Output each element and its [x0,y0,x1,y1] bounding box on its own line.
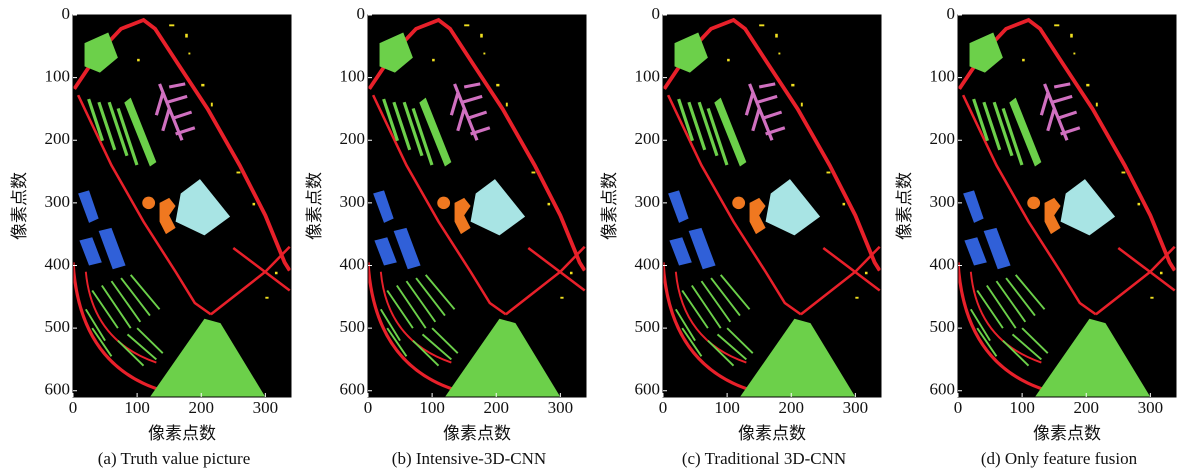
x-axis-label: 像素点数 [738,424,806,443]
y-tick-label: 300 [340,192,366,211]
classification-map [73,15,291,397]
x-tick-label: 100 [124,398,150,417]
classification-map [663,15,881,397]
x-tick-label: 300 [1138,398,1164,417]
x-tick-label: 100 [1009,398,1035,417]
y-tick-label: 600 [930,380,956,399]
classification-map [958,15,1176,397]
y-tick-label: 400 [930,254,956,273]
x-axis-label: 像素点数 [148,424,216,443]
y-tick-label: 600 [45,380,71,399]
panel-caption: (b) Intensive-3D-CNN [392,449,546,468]
y-tick-label: 400 [635,254,661,273]
y-tick-label: 500 [45,317,71,336]
x-tick-label: 200 [483,398,509,417]
y-tick-label: 200 [340,129,366,148]
x-tick-label: 0 [69,398,78,417]
x-tick-label: 200 [778,398,804,417]
panel-caption: (d) Only feature fusion [981,449,1138,468]
x-tick-label: 0 [659,398,668,417]
x-tick-label: 0 [364,398,373,417]
y-tick-label: 500 [635,317,661,336]
y-tick-label: 0 [62,4,71,23]
y-tick-label: 600 [340,380,366,399]
x-tick-label: 100 [419,398,445,417]
x-tick-label: 0 [954,398,963,417]
y-tick-label: 200 [635,129,661,148]
y-tick-label: 100 [635,67,661,86]
figure: 01002003000100200300400500600像素点数像素点数(a)… [0,0,1179,474]
y-axis-label: 像素点数 [600,172,619,240]
panel-caption: (c) Traditional 3D-CNN [682,449,846,468]
y-tick-label: 500 [930,317,956,336]
y-tick-label: 0 [357,4,366,23]
classification-map [368,15,586,397]
y-tick-label: 0 [652,4,661,23]
y-tick-label: 100 [930,67,956,86]
y-tick-label: 300 [635,192,661,211]
x-tick-label: 200 [188,398,214,417]
y-tick-label: 100 [45,67,71,86]
x-tick-label: 300 [548,398,574,417]
x-tick-label: 100 [714,398,740,417]
x-tick-label: 300 [843,398,869,417]
y-tick-label: 400 [45,254,71,273]
y-tick-label: 500 [340,317,366,336]
y-tick-label: 300 [930,192,956,211]
y-axis-label: 像素点数 [305,172,324,240]
x-axis-label: 像素点数 [443,424,511,443]
x-axis-label: 像素点数 [1033,424,1101,443]
y-tick-label: 200 [930,129,956,148]
x-tick-label: 200 [1073,398,1099,417]
y-tick-label: 200 [45,129,71,148]
y-tick-label: 100 [340,67,366,86]
panel-caption: (a) Truth value picture [98,449,251,468]
y-tick-label: 0 [947,4,956,23]
y-tick-label: 300 [45,192,71,211]
y-tick-label: 600 [635,380,661,399]
y-tick-label: 400 [340,254,366,273]
x-tick-label: 300 [253,398,279,417]
y-axis-label: 像素点数 [10,172,29,240]
y-axis-label: 像素点数 [895,172,914,240]
